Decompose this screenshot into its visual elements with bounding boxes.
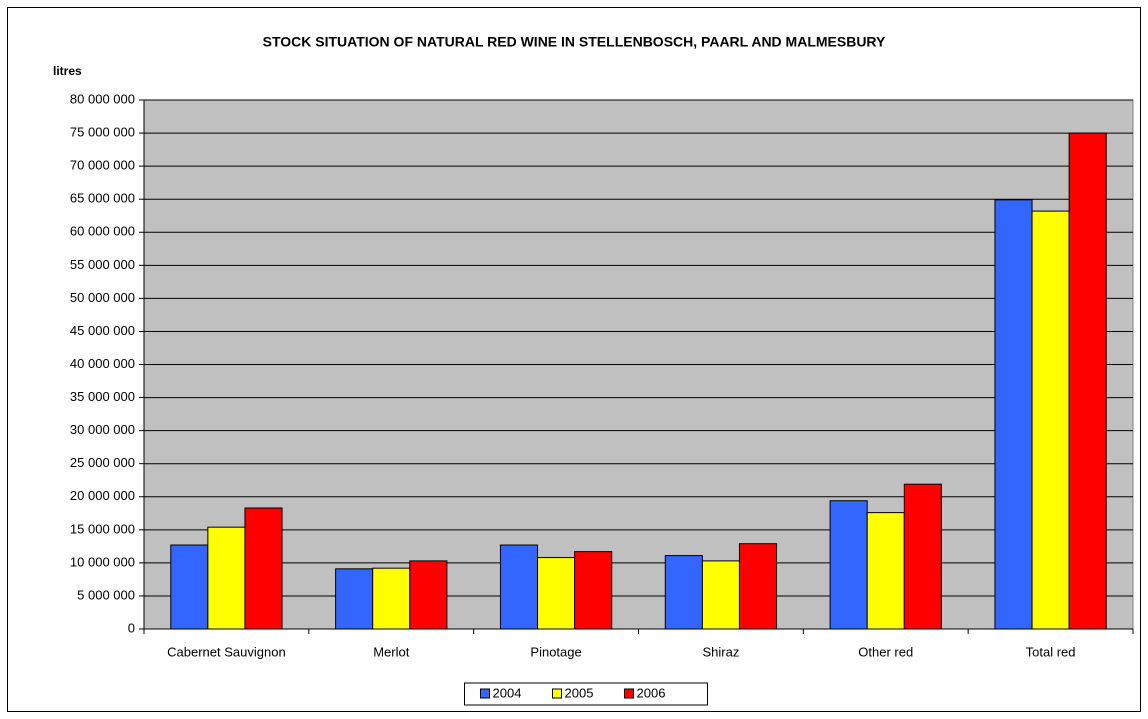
- bar: [866, 512, 905, 630]
- legend-label: 2006: [637, 685, 666, 700]
- y-tick-label: 0: [128, 620, 135, 635]
- x-tick-label: Merlot: [373, 644, 410, 659]
- bar: [903, 483, 942, 630]
- y-axis-label: litres: [53, 64, 82, 78]
- bar: [335, 568, 374, 630]
- y-tick-label: 70 000 000: [70, 158, 135, 173]
- y-tick-label: 40 000 000: [70, 356, 135, 371]
- x-tick-label: Other red: [858, 644, 913, 659]
- bar: [1031, 210, 1070, 630]
- bar: [701, 560, 740, 630]
- x-tick-label: Total red: [1026, 644, 1076, 659]
- bar: [409, 560, 448, 630]
- chart-title: STOCK SITUATION OF NATURAL RED WINE IN S…: [263, 34, 886, 50]
- bar: [574, 551, 613, 630]
- y-tick-label: 60 000 000: [70, 224, 135, 239]
- legend-box: [464, 682, 708, 706]
- y-tick-label: 45 000 000: [70, 323, 135, 338]
- legend-swatch: [624, 688, 634, 699]
- legend-label: 2005: [565, 685, 594, 700]
- bar: [170, 544, 209, 630]
- x-tick-label: Cabernet Sauvignon: [167, 644, 286, 659]
- bar: [372, 567, 411, 630]
- y-tick-label: 10 000 000: [70, 554, 135, 569]
- y-tick-label: 25 000 000: [70, 455, 135, 470]
- x-tick-label: Shiraz: [702, 644, 739, 659]
- y-tick-label: 80 000 000: [70, 91, 135, 106]
- bar: [499, 544, 539, 630]
- bar: [664, 555, 703, 630]
- y-tick-label: 5 000 000: [77, 587, 135, 602]
- legend-label: 2004: [493, 685, 522, 700]
- bar: [1068, 132, 1107, 630]
- y-tick-label: 30 000 000: [70, 422, 135, 437]
- y-tick-label: 20 000 000: [70, 488, 135, 503]
- legend-swatch: [480, 688, 490, 699]
- legend-swatch: [552, 688, 562, 699]
- y-tick-label: 75 000 000: [70, 125, 135, 140]
- bar: [994, 199, 1033, 630]
- bar: [207, 526, 246, 630]
- bar: [537, 557, 576, 630]
- bar: [244, 507, 283, 630]
- y-tick-label: 55 000 000: [70, 257, 135, 272]
- y-tick-label: 35 000 000: [70, 389, 135, 404]
- bar: [829, 500, 868, 630]
- y-tick-label: 50 000 000: [70, 290, 135, 305]
- y-tick-label: 15 000 000: [70, 521, 135, 536]
- x-tick-label: Pinotage: [530, 644, 581, 659]
- y-tick-label: 65 000 000: [70, 191, 135, 206]
- bar: [738, 543, 778, 630]
